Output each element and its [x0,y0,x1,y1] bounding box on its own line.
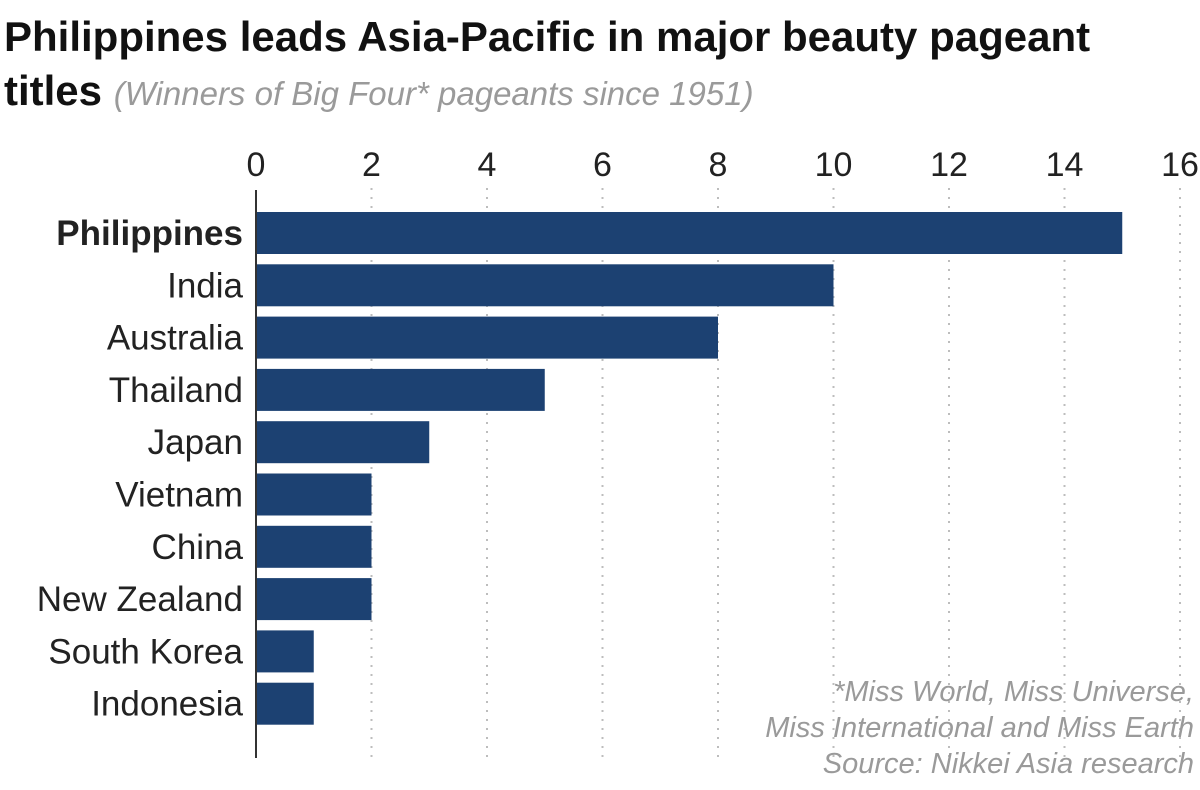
chart-subtitle: (Winners of Big Four* pageants since 195… [113,75,754,112]
category-label: Australia [107,319,244,358]
x-tick-label: 12 [930,146,968,184]
chart-title: Philippines leads Asia-Pacific in major … [4,10,1194,121]
bar-thailand [257,368,545,411]
x-tick-label: 16 [1161,146,1199,184]
bar-australia [257,316,718,359]
x-tick-label: 10 [815,146,853,184]
bar-japan [257,421,430,464]
x-tick-label: 14 [1046,146,1084,184]
footnote: *Miss World, Miss Universe, Miss Interna… [554,674,1194,782]
footnote-line-2: Miss International and Miss Earth [765,712,1194,744]
bar-india [257,264,834,307]
category-label: Thailand [109,371,243,410]
category-label: Philippines [56,214,243,253]
x-tick-label: 0 [247,146,266,184]
bar-china [257,525,372,568]
bar-indonesia [257,682,314,725]
x-tick-label: 2 [362,146,381,184]
category-label: Indonesia [91,685,243,724]
bars [257,212,1123,725]
bar-new-zealand [257,578,372,621]
category-label: Vietnam [115,476,243,515]
footnote-line-1: *Miss World, Miss Universe, [833,676,1194,708]
bar-south-korea [257,630,314,673]
category-label: Japan [148,423,243,462]
category-label: China [152,528,244,567]
x-tick-label: 4 [478,146,497,184]
bar-vietnam [257,473,372,516]
title-text: Philippines leads Asia-Pacific in major … [4,13,1091,114]
x-axis-ticks: 0 2 4 6 8 10 12 14 16 [247,146,1199,184]
source-note: Source: Nikkei Asia research [822,748,1194,780]
x-tick-label: 8 [709,146,728,184]
category-label: India [167,266,243,305]
bar-philippines [257,212,1123,254]
x-tick-label: 6 [593,146,612,184]
category-label: New Zealand [37,580,243,619]
category-label: South Korea [48,632,243,671]
category-labels: Philippines India Australia Thailand Japan Vi… [37,214,244,724]
